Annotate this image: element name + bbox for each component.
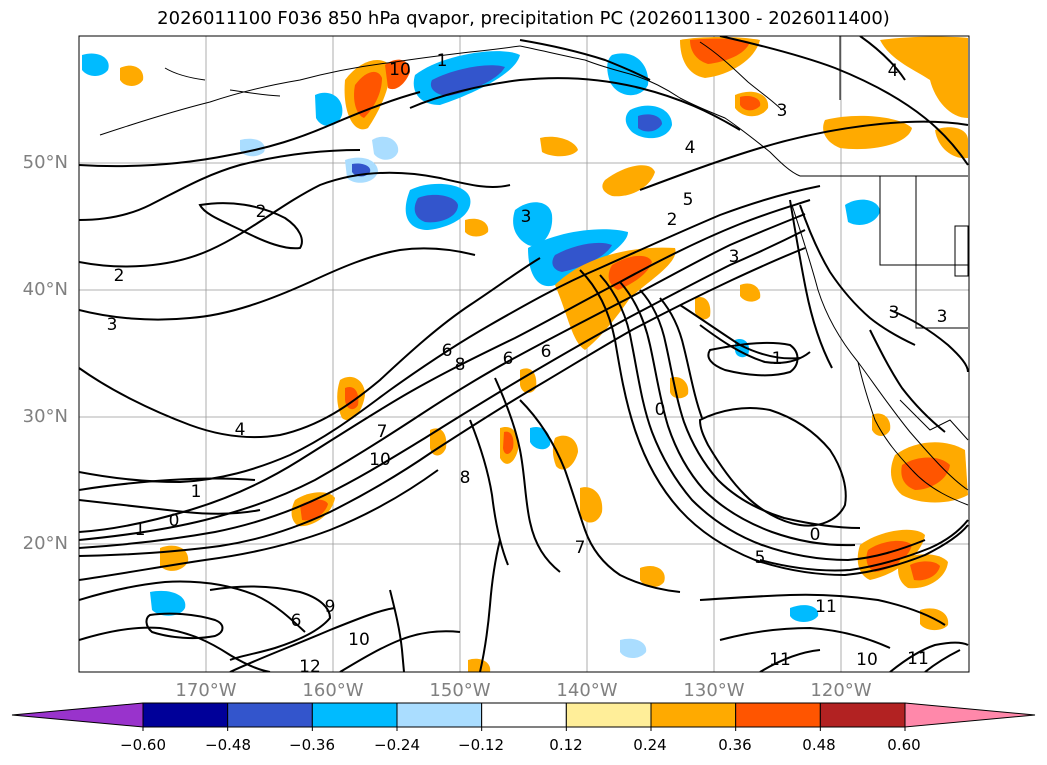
contour-label: 11 — [815, 597, 837, 617]
lon-label-120w: 120°W — [810, 680, 872, 701]
colorbar-extend-min — [11, 702, 144, 728]
colorbar-tick-label: 0.60 — [887, 736, 921, 754]
contour-label: 3 — [729, 247, 740, 267]
contour-label: 3 — [107, 315, 118, 335]
colorbar-swatch — [481, 702, 567, 728]
lon-label-130w: 130°W — [683, 680, 745, 701]
contour-label: 3 — [889, 303, 900, 323]
colorbar-swatch — [142, 702, 229, 728]
lon-label-150w: 150°W — [429, 680, 491, 701]
colorbar-swatch — [396, 702, 483, 728]
contour-label: 2 — [114, 266, 125, 286]
colorbar-tick-label: −0.24 — [374, 736, 420, 754]
contour-label: 11 — [907, 649, 929, 669]
colorbar — [11, 702, 1036, 731]
contour-label: 10 — [856, 650, 878, 670]
colorbar-tick-label: −0.48 — [205, 736, 251, 754]
contour-label: 10 — [348, 630, 370, 650]
lat-label-30n: 30°N — [22, 406, 68, 427]
contour-label: 1 — [135, 520, 146, 540]
colorbar-tick-label: 0.48 — [802, 736, 836, 754]
colorbar-tick-label: −0.36 — [289, 736, 335, 754]
colorbar-swatch — [227, 702, 313, 728]
colorbar-swatch — [565, 702, 652, 728]
contour-label: 0 — [810, 525, 821, 545]
colorbar-swatch — [735, 702, 821, 728]
contour-label: 12 — [299, 657, 321, 677]
lon-label-170w: 170°W — [175, 680, 237, 701]
contour-label: 2 — [256, 202, 267, 222]
contour-label: 9 — [325, 597, 336, 617]
map-background — [79, 36, 969, 672]
contour-label: 2 — [667, 210, 678, 230]
contour-label: 8 — [455, 355, 466, 375]
contour-label: 10 — [369, 450, 391, 470]
colorbar-swatch — [650, 702, 737, 728]
colorbar-tick-label: 0.36 — [718, 736, 752, 754]
colorbar-tick-label: 0.12 — [549, 736, 583, 754]
contour-label: 4 — [235, 420, 246, 440]
contour-label: 4 — [685, 138, 696, 158]
contour-label: 7 — [377, 422, 388, 442]
contour-label: 6 — [442, 341, 453, 361]
contour-label: 0 — [169, 511, 180, 531]
lat-label-50n: 50°N — [22, 152, 68, 173]
lat-label-20n: 20°N — [22, 533, 68, 554]
colorbar-tick-label: −0.60 — [120, 736, 166, 754]
map-title: 2026011100 F036 850 hPa qvapor, precipit… — [157, 8, 890, 29]
contour-label: 1 — [437, 51, 448, 71]
contour-label: 4 — [888, 61, 899, 81]
contour-label: 8 — [460, 468, 471, 488]
contour-label: 6 — [291, 611, 302, 631]
colorbar-swatch — [819, 702, 906, 728]
contour-label: 7 — [575, 538, 586, 558]
precip-shading — [82, 36, 968, 672]
contour-label: 11 — [769, 650, 791, 670]
qvapor-contours — [79, 36, 969, 672]
contour-label: 6 — [541, 342, 552, 362]
contour-label: 10 — [389, 60, 411, 80]
coastlines — [99, 36, 969, 506]
lon-label-160w: 160°W — [302, 680, 364, 701]
contour-label: 1 — [191, 482, 202, 502]
contour-label: 5 — [683, 190, 694, 210]
contour-label: 3 — [521, 207, 532, 227]
lat-label-40n: 40°N — [22, 279, 68, 300]
lon-label-140w: 140°W — [556, 680, 618, 701]
contour-label: 0 — [655, 400, 666, 420]
colorbar-extend-max — [904, 702, 1036, 728]
colorbar-tick-label: −0.12 — [458, 736, 504, 754]
colorbar-tick-label: 0.24 — [633, 736, 667, 754]
contour-label: 5 — [755, 548, 766, 568]
contour-label: 3 — [777, 101, 788, 121]
contour-label: 3 — [937, 307, 948, 327]
contour-label: 1 — [772, 349, 783, 369]
colorbar-swatch — [311, 702, 398, 728]
contour-label: 6 — [503, 349, 514, 369]
map-frame — [78, 35, 970, 673]
